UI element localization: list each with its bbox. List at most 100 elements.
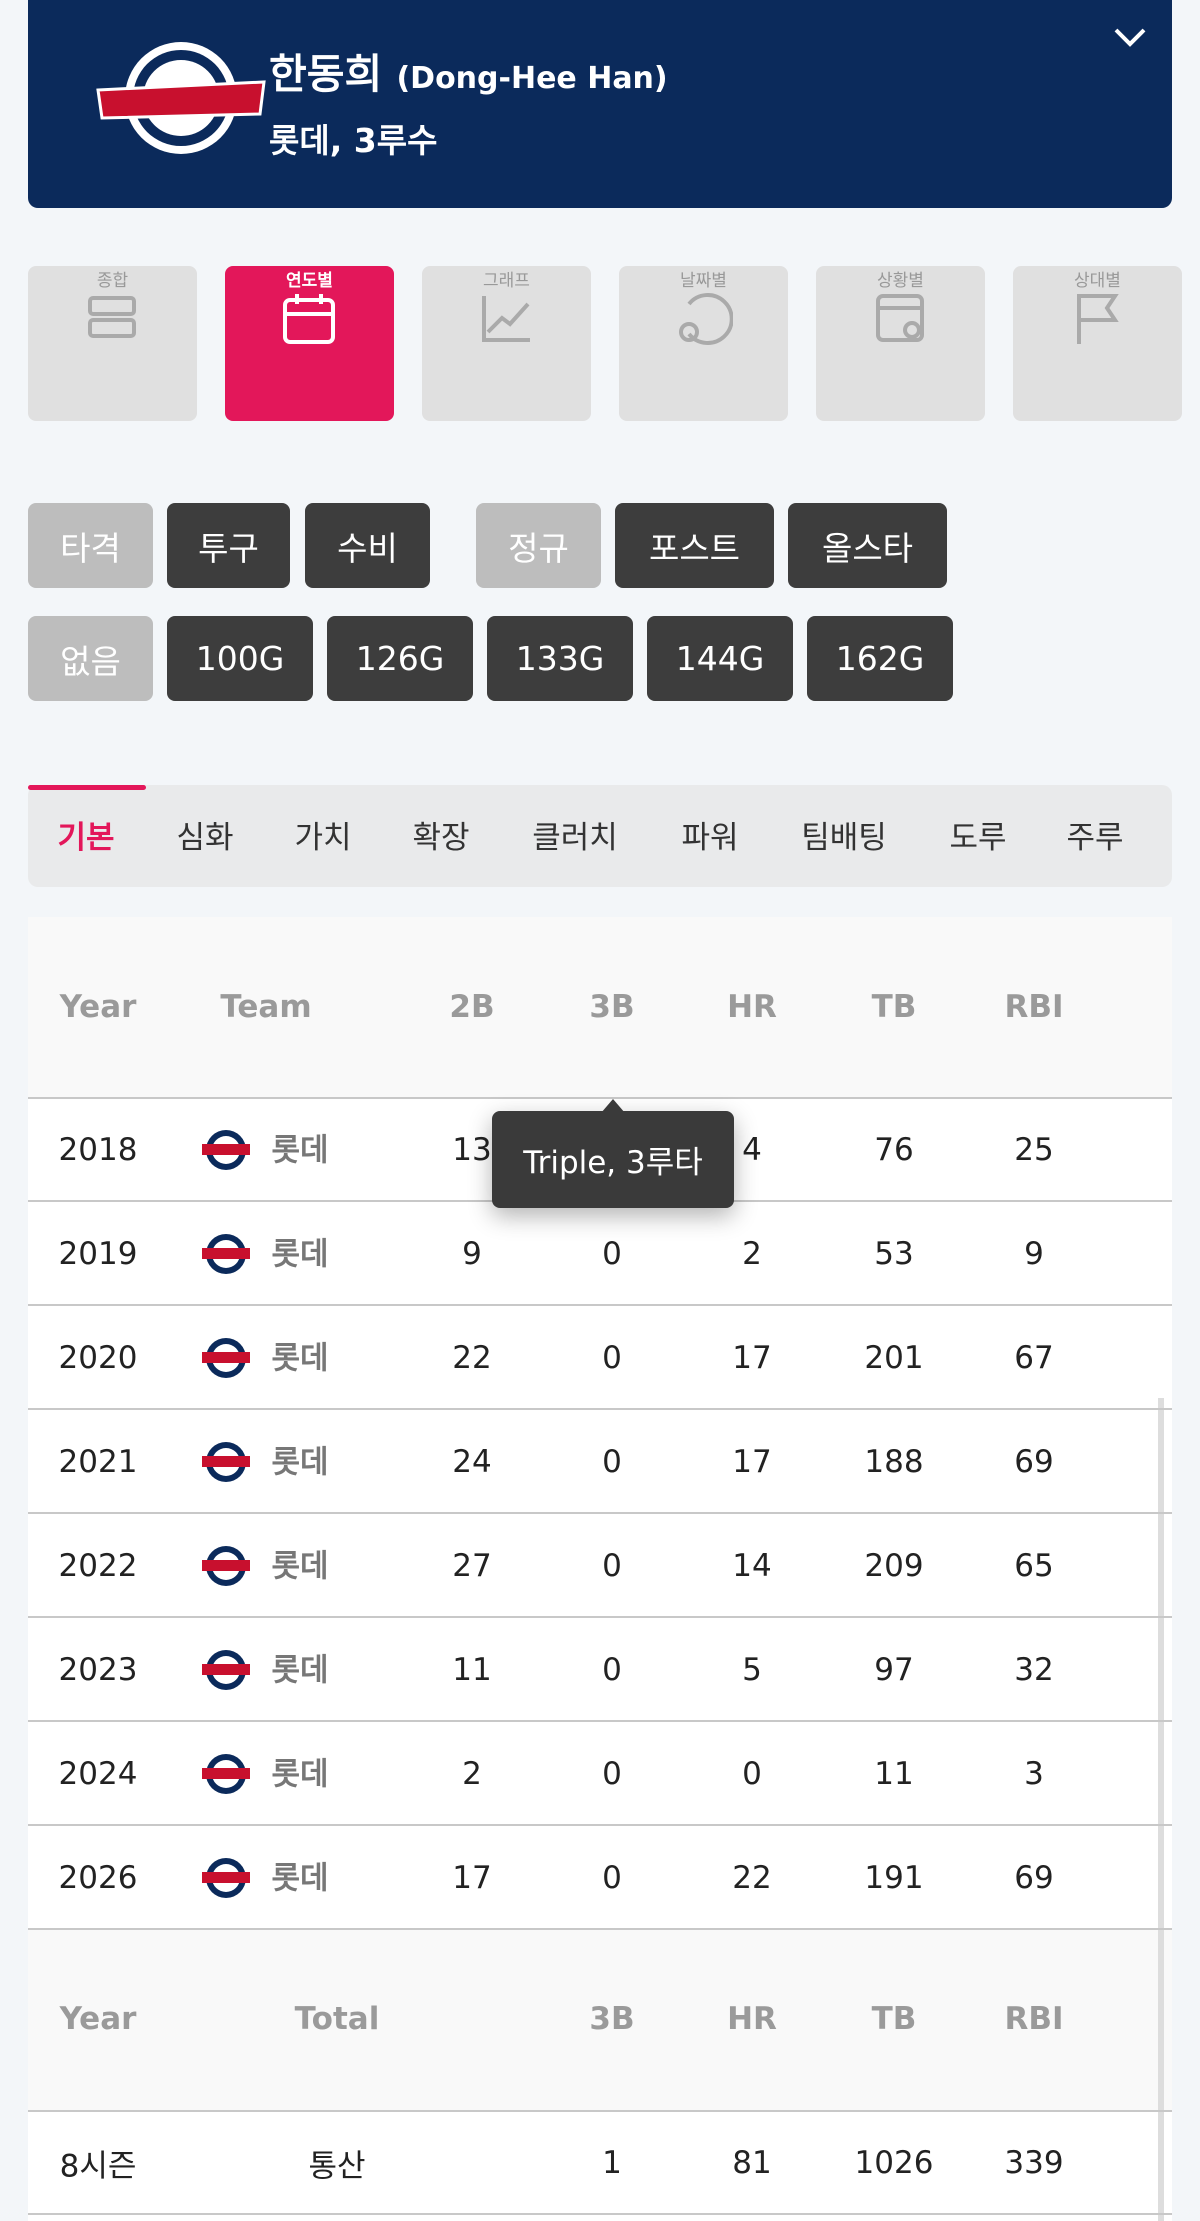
team-logo — [96, 42, 266, 154]
stat-tab[interactable]: 도루 — [949, 820, 1007, 856]
total-cell: 8시즌 — [59, 2148, 137, 2185]
filter-button[interactable]: 올스타 — [788, 503, 947, 588]
table-cell: 2023 — [58, 1652, 138, 1688]
team-name: 롯데 — [271, 1444, 329, 1481]
team-logo — [202, 1338, 250, 1378]
row-divider — [28, 1097, 1172, 1099]
filter-button[interactable]: 타격 — [28, 503, 153, 588]
filter-button[interactable]: 수비 — [305, 503, 430, 588]
column-header: RBI — [1004, 989, 1064, 1025]
tab-icon — [679, 293, 733, 345]
tooltip-arrow — [601, 1099, 625, 1113]
table-cell: 0 — [742, 1756, 762, 1792]
stat-tab-bar — [28, 785, 1172, 887]
table-cell: 2020 — [58, 1340, 138, 1376]
table-cell: 17 — [452, 1860, 492, 1896]
table-cell: 11 — [452, 1652, 492, 1688]
stat-tab[interactable]: 팀배팅 — [801, 820, 887, 856]
team-name: 롯데 — [271, 1340, 329, 1377]
tab-label: 연도별 — [286, 271, 333, 291]
filter-button[interactable]: 100G — [167, 616, 313, 701]
column-header: TB — [871, 989, 917, 1025]
team-name: 롯데 — [271, 1652, 329, 1689]
filter-button[interactable]: 투구 — [167, 503, 290, 588]
stat-tab[interactable]: 파워 — [681, 820, 739, 856]
stat-tab[interactable]: 심화 — [176, 820, 234, 856]
table-cell: 0 — [602, 1756, 622, 1792]
column-header: Team — [220, 989, 312, 1025]
table-cell: 191 — [864, 1860, 924, 1896]
team-logo — [202, 1130, 250, 1170]
filter-button[interactable]: 133G — [487, 616, 633, 701]
stat-tab[interactable]: 기본 — [57, 820, 115, 856]
column-header: HR — [727, 989, 777, 1025]
collapse-chevron[interactable] — [1112, 26, 1148, 50]
filter-button[interactable]: 포스트 — [615, 503, 774, 588]
tab-label: 상대별 — [1074, 271, 1121, 291]
stat-tab[interactable]: 클러치 — [532, 820, 618, 856]
table-cell: 2024 — [58, 1756, 138, 1792]
team-logo — [202, 1754, 250, 1794]
view-tab[interactable]: 연도별 — [225, 266, 394, 421]
name-ko: 한동희 — [269, 50, 383, 98]
row-divider — [28, 1720, 1172, 1722]
view-tab[interactable]: 상황별 — [816, 266, 985, 421]
filter-button[interactable]: 없음 — [28, 616, 153, 701]
table-cell: 17 — [732, 1444, 772, 1480]
team-logo — [202, 1234, 250, 1274]
filter-button[interactable]: 126G — [327, 616, 473, 701]
stat-tab[interactable]: 확장 — [412, 820, 470, 856]
table-cell: 13 — [452, 1132, 492, 1168]
tab-label: 종합 — [96, 271, 129, 291]
team-name: 롯데 — [271, 1132, 329, 1169]
active-indicator — [28, 785, 146, 790]
total-header: HR — [727, 2001, 777, 2037]
view-tab[interactable]: 날짜별 — [619, 266, 788, 421]
table-cell: 2026 — [58, 1860, 138, 1896]
filter-button[interactable]: 정규 — [476, 503, 601, 588]
total-cell: 339 — [1004, 2145, 1064, 2181]
table-cell: 3 — [1024, 1756, 1044, 1792]
row-divider — [28, 2110, 1172, 2112]
tab-icon — [482, 296, 530, 342]
table-cell: 0 — [602, 1652, 622, 1688]
table-cell: 188 — [864, 1444, 924, 1480]
table-cell: 11 — [874, 1756, 914, 1792]
table-cell: 17 — [732, 1340, 772, 1376]
view-tab[interactable]: 종합 — [28, 266, 197, 421]
tab-icon — [876, 294, 924, 342]
table-cell: 25 — [1014, 1132, 1054, 1168]
total-cell: 81 — [732, 2145, 772, 2181]
team-logo — [202, 1546, 250, 1586]
scrollbar — [1158, 1398, 1164, 2221]
row-divider — [28, 1824, 1172, 1826]
total-head-bg — [28, 1928, 1172, 2111]
table-cell: 69 — [1014, 1860, 1054, 1896]
table-cell: 27 — [452, 1548, 492, 1584]
row-divider — [28, 1512, 1172, 1514]
table-cell: 24 — [452, 1444, 492, 1480]
filter-button[interactable]: 144G — [647, 616, 793, 701]
table-cell: 0 — [602, 1548, 622, 1584]
stat-tab[interactable]: 주루 — [1066, 820, 1124, 856]
table-cell: 32 — [1014, 1652, 1054, 1688]
view-tab[interactable]: 상대별 — [1013, 266, 1182, 421]
total-header: 3B — [589, 2001, 635, 2037]
column-header: 2B — [449, 989, 495, 1025]
team-name: 롯데 — [271, 1236, 329, 1273]
team-logo — [202, 1442, 250, 1482]
stat-tab[interactable]: 가치 — [294, 820, 352, 856]
table-cell: 209 — [864, 1548, 924, 1584]
row-divider — [28, 2213, 1172, 2215]
filter-button[interactable]: 162G — [807, 616, 953, 701]
team-name: 롯데 — [271, 1756, 329, 1793]
view-tab[interactable]: 그래프 — [422, 266, 591, 421]
table-cell: 4 — [742, 1132, 762, 1168]
row-divider — [28, 1304, 1172, 1306]
total-header: TB — [871, 2001, 917, 2037]
table-cell: 76 — [874, 1132, 914, 1168]
table-cell: 2022 — [58, 1548, 138, 1584]
tab-icon — [88, 296, 136, 338]
table-head-bg — [28, 917, 1172, 1098]
